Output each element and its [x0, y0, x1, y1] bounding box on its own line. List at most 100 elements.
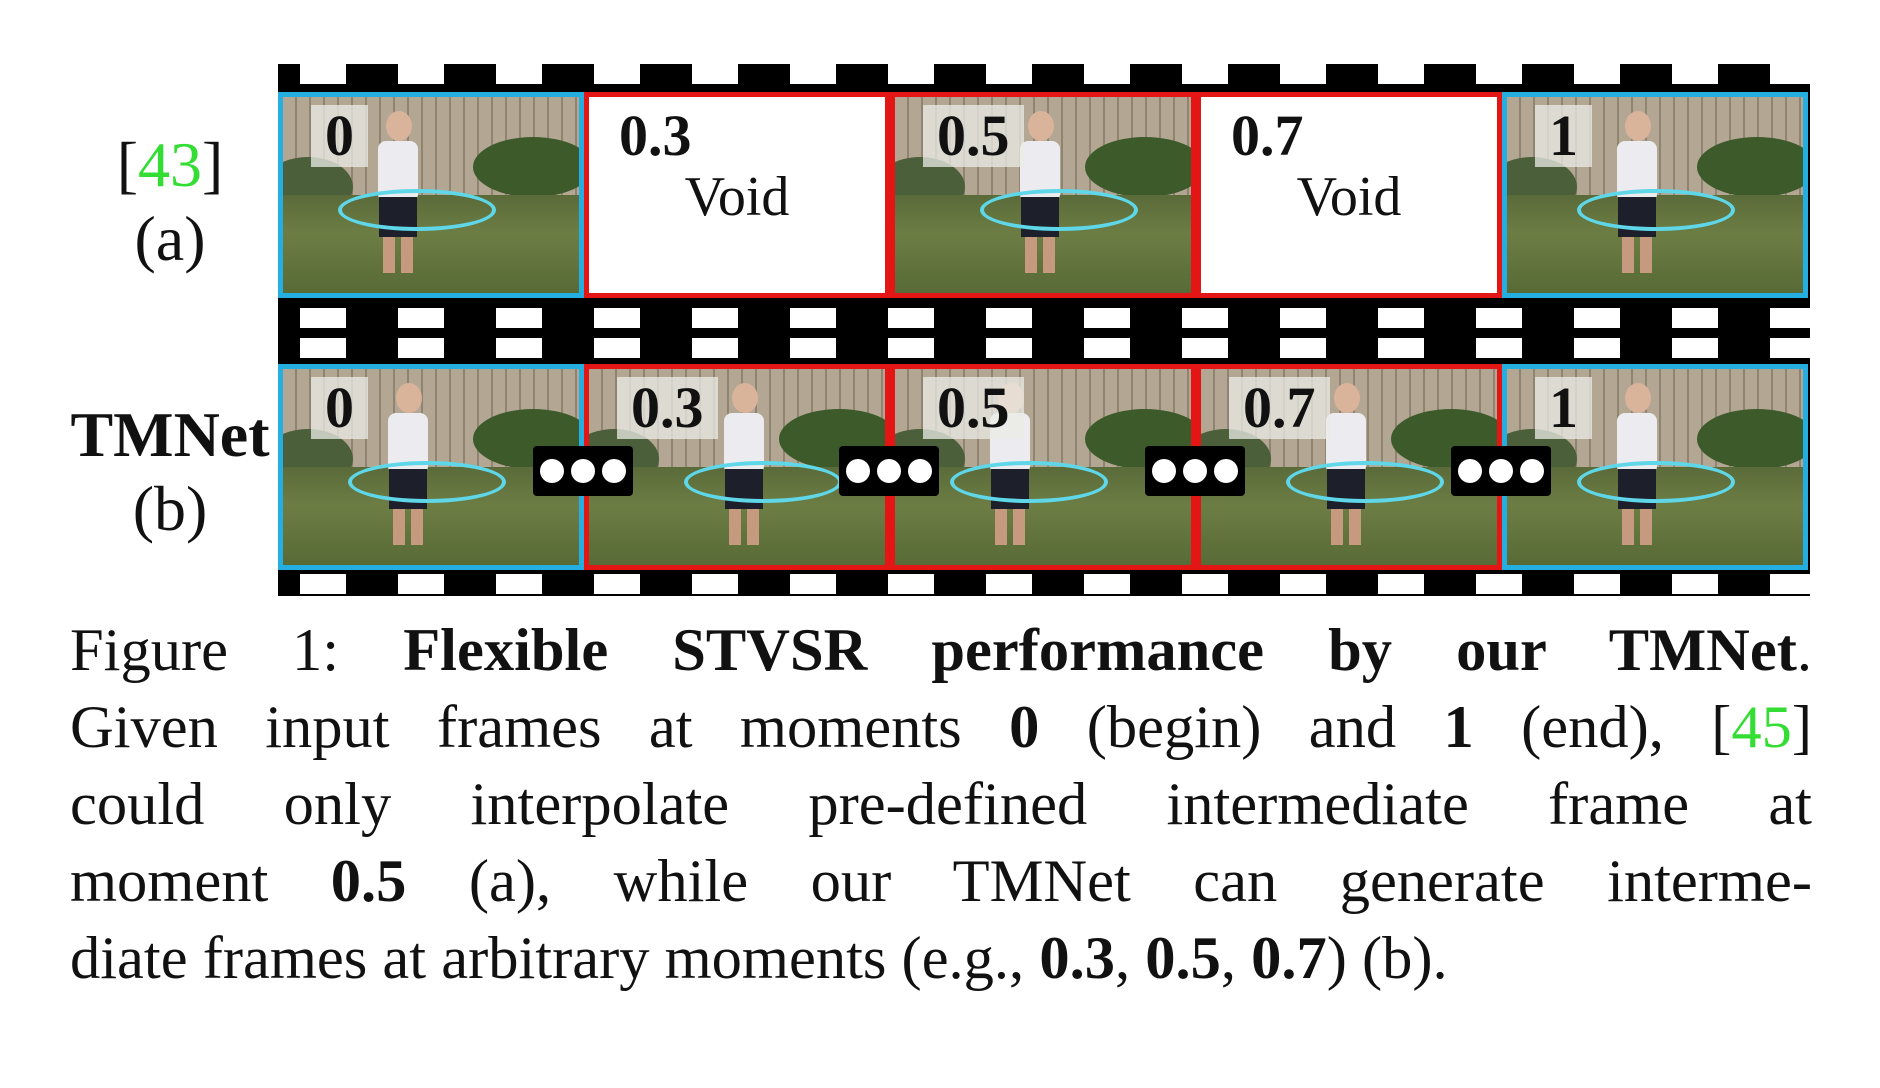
- caption-bold: 0.3: [1039, 925, 1115, 992]
- moment-label: 0.3: [617, 377, 718, 439]
- sprocket-hole: [1574, 338, 1620, 358]
- sprocket-hole: [888, 64, 934, 84]
- sprocket-row: [278, 338, 1816, 358]
- title-period: .: [1796, 617, 1812, 684]
- sprocket-hole: [790, 64, 836, 84]
- sprocket-hole: [1084, 64, 1130, 84]
- person-head: [1625, 383, 1651, 413]
- person-head: [396, 383, 422, 413]
- sprocket-hole: [496, 308, 542, 328]
- caption-bold: 0.5: [1145, 925, 1221, 992]
- void-text: Void: [1296, 166, 1402, 228]
- caption-bold: 0: [1009, 694, 1040, 761]
- person-head: [386, 111, 412, 141]
- sprocket-hole: [496, 574, 542, 594]
- bush: [1697, 137, 1803, 197]
- sprocket-hole: [594, 64, 640, 84]
- void-text: Void: [684, 166, 790, 228]
- video-frame-image: [1507, 97, 1803, 293]
- sprocket-hole: [1574, 574, 1620, 594]
- sprocket-hole: [888, 338, 934, 358]
- sprocket-hole: [398, 308, 444, 328]
- sprocket-hole: [790, 574, 836, 594]
- person-legs: [729, 509, 759, 545]
- caption-line: diate frames at arbitrary moments (e.g.,…: [70, 920, 1812, 997]
- moment-label: 0.3: [619, 103, 692, 168]
- person-legs: [1331, 509, 1361, 545]
- row-b-name: TMNet: [70, 399, 270, 470]
- caption-line: moment 0.5 (a), while our TMNet can gene…: [70, 843, 1812, 920]
- moment-label: 0.5: [923, 105, 1024, 167]
- frames-row-b: 0 0.3 0.5 0.7 1: [278, 364, 1810, 570]
- hula-hoop: [684, 461, 842, 503]
- sprocket-hole: [1672, 308, 1718, 328]
- sprocket-hole: [1770, 574, 1816, 594]
- person-legs: [1622, 509, 1652, 545]
- moment-label: 0.5: [923, 377, 1024, 439]
- hula-hoop: [348, 461, 506, 503]
- row-a-sub: (a): [134, 203, 206, 274]
- sprocket-hole: [594, 338, 640, 358]
- caption-line: Given input frames at moments 0 (begin) …: [70, 689, 1812, 766]
- sprocket-hole: [300, 338, 346, 358]
- person-legs: [995, 509, 1025, 545]
- hula-hoop: [338, 189, 496, 231]
- sprocket-hole: [1182, 338, 1228, 358]
- caption-text: (begin) and: [1039, 694, 1444, 761]
- caption-text: (a), while our TMNet can generate interm…: [406, 848, 1812, 915]
- cite-close: ]: [202, 129, 224, 200]
- sprocket-hole: [398, 574, 444, 594]
- sprocket-hole: [692, 64, 738, 84]
- figure-caption: Figure 1: Flexible STVSR performance by …: [70, 612, 1812, 997]
- moment-label: 0: [311, 105, 368, 167]
- moment-label: 1: [1535, 105, 1592, 167]
- bush: [1085, 137, 1191, 197]
- frame-b-07: 0.7: [1196, 364, 1502, 570]
- ellipsis-icon: [1451, 446, 1551, 496]
- sprocket-hole: [1672, 338, 1718, 358]
- sprocket-hole: [496, 338, 542, 358]
- sprocket-hole: [1182, 574, 1228, 594]
- video-frame-image: [283, 97, 579, 293]
- hula-hoop: [1286, 461, 1444, 503]
- person-head: [1625, 111, 1651, 141]
- sprocket-hole: [1476, 338, 1522, 358]
- sprocket-hole: [1770, 338, 1816, 358]
- person-legs: [383, 237, 413, 273]
- row-label-a: [43] (a): [50, 128, 290, 276]
- person-head: [732, 383, 758, 413]
- sprocket-hole: [1574, 308, 1620, 328]
- sprocket-hole: [790, 338, 836, 358]
- sprocket-hole: [692, 308, 738, 328]
- caption-text: ) (b).: [1326, 925, 1448, 992]
- sprocket-hole: [692, 338, 738, 358]
- row-label-b: TMNet (b): [50, 398, 290, 546]
- sprocket-hole: [888, 574, 934, 594]
- moment-label: 0.7: [1231, 103, 1304, 168]
- sprocket-hole: [1476, 64, 1522, 84]
- hula-hoop: [1577, 461, 1735, 503]
- caption-text: (end), [: [1473, 694, 1732, 761]
- sprocket-hole: [986, 308, 1032, 328]
- frame-b-03: 0.3: [584, 364, 890, 570]
- sprocket-hole: [692, 574, 738, 594]
- frame-a-07: 0.7 Void: [1196, 92, 1502, 298]
- person-legs: [1025, 237, 1055, 273]
- film-strip-a: 0 0.3 Void 0.5 0.7 Void 1: [278, 64, 1816, 338]
- sprocket-hole: [1378, 338, 1424, 358]
- bush: [473, 137, 579, 197]
- sprocket-hole: [594, 308, 640, 328]
- frame-a-0: 0: [278, 92, 584, 298]
- sprocket-hole: [496, 64, 542, 84]
- citation-link[interactable]: 45: [1731, 694, 1792, 761]
- caption-text: diate frames at arbitrary moments (e.g.,: [70, 925, 1040, 992]
- cite-number[interactable]: 43: [138, 129, 202, 200]
- sprocket-hole: [1770, 64, 1816, 84]
- sprocket-hole: [300, 64, 346, 84]
- sprocket-hole: [790, 308, 836, 328]
- moment-label: 0.7: [1229, 377, 1330, 439]
- caption-bold: 1: [1443, 694, 1474, 761]
- figure-title: Flexible STVSR performance by our TMNet: [403, 617, 1797, 684]
- frame-a-05: 0.5: [890, 92, 1196, 298]
- sprocket-hole: [398, 64, 444, 84]
